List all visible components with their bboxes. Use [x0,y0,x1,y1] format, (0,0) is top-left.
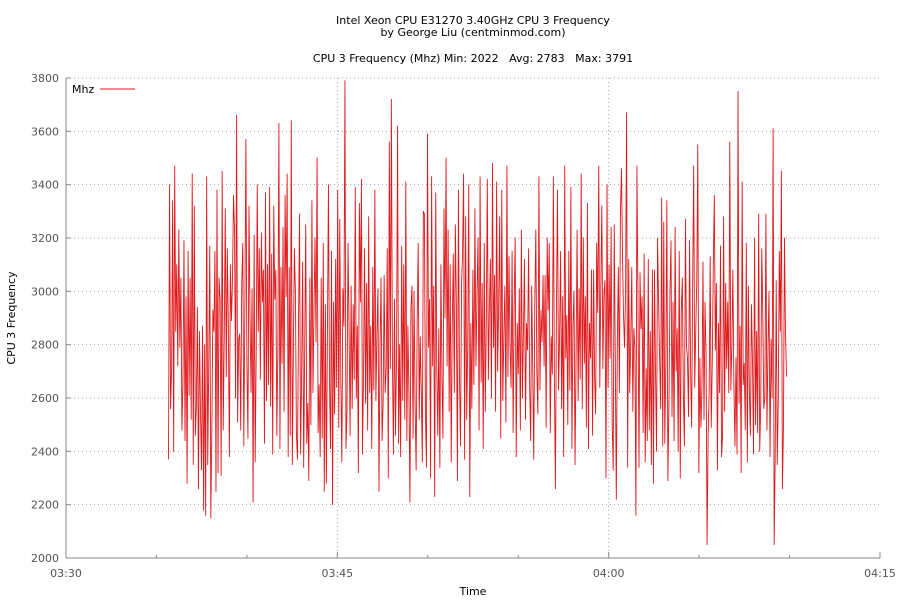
chart-title-author: by George Liu (centminmod.com) [380,26,565,39]
y-tick-label: 3600 [31,125,59,138]
chart-title: Intel Xeon CPU E31270 3.40GHz CPU 3 Freq… [336,14,610,27]
y-tick-label: 3400 [31,179,59,192]
chart-subtitle-stats: CPU 3 Frequency (Mhz) Min: 2022 Avg: 278… [313,52,633,65]
y-tick-label: 2400 [31,445,59,458]
legend-series-label: Mhz [72,83,94,96]
y-tick-label: 2000 [31,552,59,565]
plot-axes [65,78,880,559]
y-tick-label: 2800 [31,339,59,352]
x-axis-ticks: 03:30 03:45 04:00 04:15 [50,552,896,580]
y-tick-label: 3200 [31,232,59,245]
y-tick-label: 2200 [31,499,59,512]
y-axis-ticks: 2000 2200 2400 2600 2800 3000 3200 3400 3600 3800 [31,72,71,565]
x-tick-label: 03:45 [321,567,353,580]
series-layer [168,80,787,546]
x-axis-label: Time [459,585,487,598]
x-tick-label: 03:30 [50,567,82,580]
y-tick-label: 3000 [31,285,59,298]
y-tick-label: 2600 [31,392,59,405]
y-tick-label: 3800 [31,72,59,85]
x-tick-label: 04:00 [593,567,625,580]
legend: Mhz [72,83,135,96]
x-tick-label: 04:15 [864,567,896,580]
series-line-mhz [168,80,787,546]
y-axis-label: CPU 3 Frequency [5,271,18,365]
